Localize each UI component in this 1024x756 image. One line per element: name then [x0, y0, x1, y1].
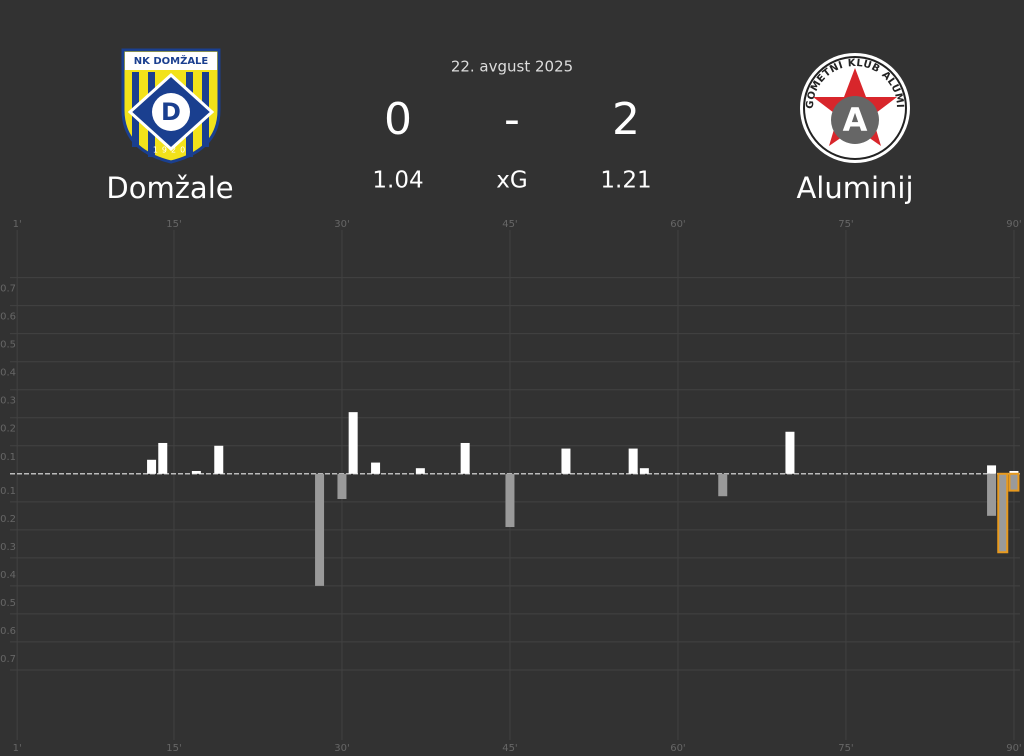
- bar: [505, 473, 515, 528]
- bar: [460, 442, 470, 474]
- bar: [191, 470, 201, 474]
- bar: [348, 412, 358, 474]
- bar: [371, 462, 381, 474]
- y-tick-label: 0.5: [0, 340, 16, 351]
- bar: [1009, 470, 1019, 474]
- bar: [147, 459, 157, 474]
- bar: [987, 465, 997, 474]
- bar: [639, 468, 649, 474]
- home-logo: NK DOMŽALE D 1920: [121, 48, 221, 164]
- y-tick-label: -0.3: [0, 542, 16, 553]
- y-tick-label: -0.7: [0, 654, 16, 665]
- y-tick-label: 0.1: [0, 452, 16, 463]
- y-tick-label: -0.1: [0, 486, 16, 497]
- x-tick-label: 15': [166, 219, 181, 230]
- x-tick-label: 90': [1006, 219, 1021, 230]
- x-tick-label: 60': [670, 219, 685, 230]
- home-score: 0: [384, 94, 412, 145]
- home-logo-letter: D: [161, 98, 181, 126]
- x-tick-label: 15': [166, 743, 181, 754]
- x-tick-label: 30': [334, 743, 349, 754]
- x-tick-label: 75': [838, 743, 853, 754]
- bar: [987, 473, 997, 516]
- bar: [997, 472, 1009, 554]
- y-tick-label: 0.3: [0, 396, 16, 407]
- y-tick-label: 0.6: [0, 312, 16, 323]
- xg-label: xG: [496, 168, 527, 194]
- match-date: 22. avgust 2025: [451, 58, 573, 76]
- y-tick-label: 0.2: [0, 424, 16, 435]
- x-tick-label: 30': [334, 219, 349, 230]
- x-tick-label: 1': [13, 219, 22, 230]
- x-tick-label: 75': [838, 219, 853, 230]
- y-tick-label: -0.4: [0, 570, 16, 581]
- bar: [628, 448, 638, 474]
- bar: [718, 473, 728, 497]
- y-tick-label: -0.5: [0, 598, 16, 609]
- x-tick-label: 45': [502, 743, 517, 754]
- bar: [415, 468, 425, 474]
- bar: [158, 442, 168, 474]
- score-separator: -: [504, 94, 520, 145]
- away-xg: 1.21: [600, 168, 651, 194]
- y-tick-label: 0.7: [0, 284, 16, 295]
- away-logo-letter: A: [843, 101, 868, 139]
- bar: [337, 473, 347, 500]
- bar: [785, 431, 795, 474]
- y-tick-label: 0.4: [0, 368, 16, 379]
- y-tick-label: -0.2: [0, 514, 16, 525]
- bar: [561, 448, 571, 474]
- y-tick-label: -0.6: [0, 626, 16, 637]
- away-score: 2: [612, 94, 640, 145]
- home-xg: 1.04: [372, 168, 423, 194]
- bar: [315, 473, 325, 586]
- x-tick-label: 1': [13, 743, 22, 754]
- x-tick-label: 60': [670, 743, 685, 754]
- home-logo-year: 1920: [153, 146, 189, 155]
- x-tick-label: 45': [502, 219, 517, 230]
- home-logo-title: NK DOMŽALE: [134, 54, 209, 67]
- bar: [1008, 472, 1020, 492]
- away-name: Aluminij: [796, 171, 913, 205]
- home-name: Domžale: [106, 171, 233, 205]
- bar: [214, 445, 224, 474]
- x-tick-label: 90': [1006, 743, 1021, 754]
